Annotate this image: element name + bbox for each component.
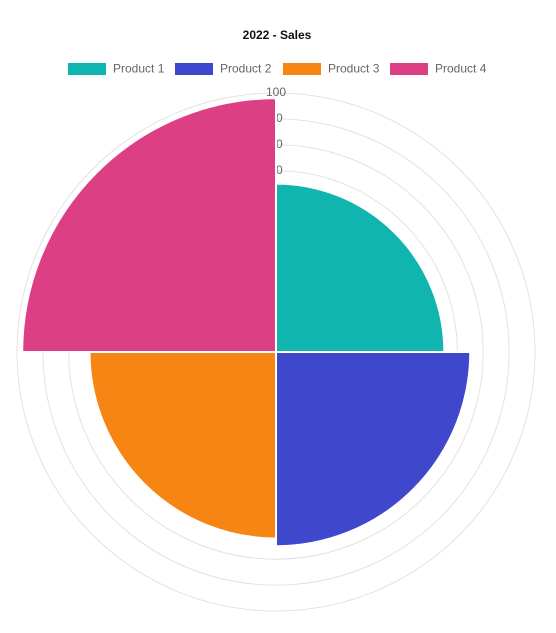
legend-label: Product 2 (220, 62, 272, 76)
segment (21, 97, 277, 353)
segment (275, 351, 472, 548)
segment (88, 351, 277, 540)
legend-swatch (390, 63, 428, 75)
legend-label: Product 3 (328, 62, 380, 76)
chart-title: 2022 - Sales (243, 28, 312, 42)
legend-swatch (175, 63, 213, 75)
legend-swatch (68, 63, 106, 75)
legend-label: Product 4 (435, 62, 487, 76)
legend-swatch (283, 63, 321, 75)
legend: Product 1 Product 2 Product 3 Product 4 (68, 62, 487, 76)
legend-label: Product 1 (113, 62, 165, 76)
grid-circle (16, 92, 536, 612)
r-tick-label: 100 (266, 85, 286, 99)
segment (275, 182, 446, 353)
segments (21, 97, 472, 548)
